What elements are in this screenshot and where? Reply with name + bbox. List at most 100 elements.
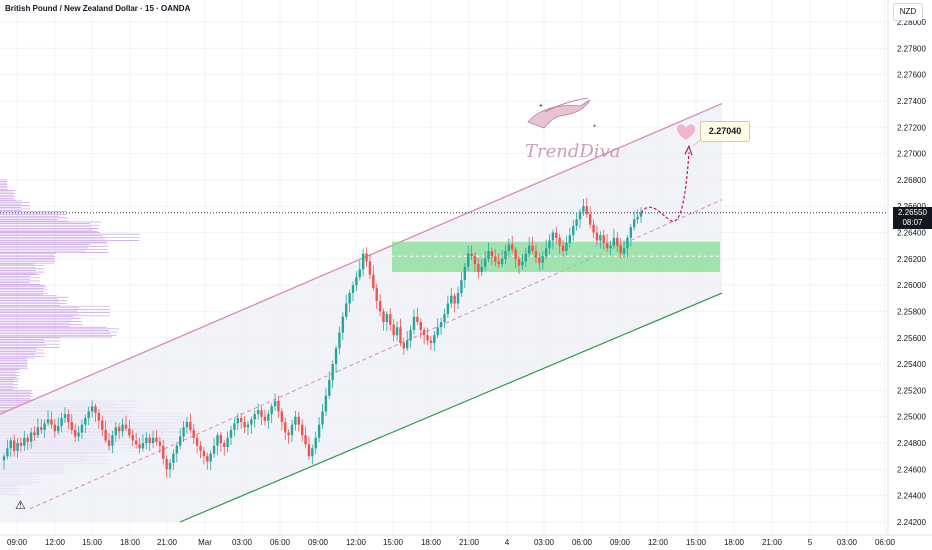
candle-body bbox=[239, 418, 243, 422]
candle-body bbox=[280, 411, 284, 422]
candle-body bbox=[67, 414, 70, 422]
candle-body bbox=[162, 445, 165, 459]
candle-body bbox=[158, 441, 162, 446]
candle-body bbox=[544, 248, 548, 257]
x-tick-label: 12:00 bbox=[45, 538, 66, 547]
candle-body bbox=[382, 311, 385, 322]
candle-body bbox=[253, 414, 256, 420]
candle-body bbox=[19, 443, 23, 446]
channel-fill bbox=[0, 103, 722, 522]
candle-body bbox=[297, 416, 300, 425]
candle-body bbox=[568, 235, 572, 244]
projection-arrowhead bbox=[684, 144, 693, 156]
candle-body bbox=[223, 443, 226, 447]
x-tick-label: 06:00 bbox=[875, 538, 896, 547]
candle-body bbox=[605, 243, 609, 249]
svg-text:✦: ✦ bbox=[592, 123, 597, 130]
currency-button[interactable]: NZD bbox=[893, 3, 923, 21]
candle-body bbox=[592, 224, 595, 233]
y-tick-label: 2.24800 bbox=[897, 439, 926, 448]
candle-body bbox=[561, 245, 565, 251]
demand-zone bbox=[392, 241, 720, 272]
candle-body bbox=[348, 293, 351, 304]
candle-body bbox=[145, 437, 148, 444]
candle-body bbox=[487, 250, 490, 259]
x-tick-label: 03:00 bbox=[232, 538, 253, 547]
x-tick-label: 03:00 bbox=[534, 538, 555, 547]
candle-body bbox=[70, 422, 73, 430]
candle-body bbox=[236, 418, 239, 424]
chart-title: British Pound / New Zealand Dollar · 15 … bbox=[5, 4, 191, 13]
candle-body bbox=[148, 437, 151, 444]
candle-body bbox=[270, 406, 273, 415]
y-tick-label: 2.26400 bbox=[897, 229, 926, 238]
candle-body bbox=[90, 406, 94, 412]
candle-body bbox=[94, 406, 97, 413]
candle-body bbox=[385, 314, 389, 322]
candle-body bbox=[334, 348, 338, 365]
candle-body bbox=[439, 322, 443, 328]
x-tick-label: 12:00 bbox=[648, 538, 669, 547]
x-tick-label: 18:00 bbox=[421, 538, 442, 547]
candle-body bbox=[97, 412, 101, 421]
candle-body bbox=[138, 444, 141, 449]
candle-body bbox=[33, 432, 36, 436]
x-tick-label: 06:00 bbox=[572, 538, 593, 547]
candle-body bbox=[412, 316, 416, 330]
x-axis: 09:00 12:00 15:00 18:00 21:00 Mar 03:00 06:00 09… bbox=[7, 538, 896, 547]
channel-upper-line bbox=[0, 102, 723, 415]
x-tick-label: 18:00 bbox=[120, 538, 141, 547]
candle-body bbox=[277, 400, 280, 412]
candle-body bbox=[178, 436, 182, 446]
candle-body bbox=[527, 245, 531, 254]
candle-body bbox=[260, 410, 263, 417]
candle-body bbox=[500, 258, 504, 265]
warning-icon[interactable]: ⚠ bbox=[15, 498, 26, 512]
candle-body bbox=[480, 266, 483, 272]
last-price: 2.26550 bbox=[898, 208, 927, 217]
candle-body bbox=[368, 261, 372, 275]
candle-body bbox=[541, 256, 544, 263]
candle-body bbox=[599, 235, 602, 241]
trenddiva-logo: ✦ ✦ TrendDiva bbox=[525, 97, 620, 162]
candle-body bbox=[470, 253, 473, 257]
candle-body bbox=[483, 258, 487, 267]
heart-icon bbox=[676, 124, 696, 140]
candle-body bbox=[497, 261, 500, 265]
candle-body bbox=[477, 264, 480, 272]
candle-body bbox=[365, 253, 368, 262]
y-tick-label: 2.25000 bbox=[897, 413, 926, 422]
candle-body bbox=[511, 244, 514, 250]
candle-body bbox=[361, 253, 365, 270]
target-price-callout[interactable]: 2.27040 bbox=[700, 121, 750, 142]
candle-body bbox=[53, 424, 57, 432]
candle-body bbox=[155, 437, 158, 442]
x-tick-label: 5 bbox=[808, 538, 813, 547]
candle-body bbox=[219, 435, 223, 444]
candle-body bbox=[202, 450, 206, 457]
candle-body bbox=[36, 427, 40, 436]
x-tick-label: 15:00 bbox=[383, 538, 404, 547]
candle-body bbox=[409, 329, 412, 341]
x-tick-label: 12:00 bbox=[346, 538, 367, 547]
svg-text:✦: ✦ bbox=[538, 102, 544, 110]
candle-body bbox=[636, 216, 639, 220]
y-tick-label: 2.25200 bbox=[897, 386, 926, 395]
candle-body bbox=[585, 206, 588, 215]
candle-body bbox=[46, 419, 50, 424]
y-tick-label: 2.26800 bbox=[897, 176, 926, 185]
candle-body bbox=[324, 395, 328, 412]
x-tick-label: 09:00 bbox=[7, 538, 28, 547]
candle-body bbox=[358, 269, 361, 278]
candle-body bbox=[446, 303, 450, 315]
candle-body bbox=[426, 335, 429, 341]
candle-body bbox=[514, 249, 517, 259]
candle-body bbox=[134, 440, 138, 445]
candle-body bbox=[185, 422, 189, 428]
candle-body bbox=[433, 335, 436, 344]
y-tick-label: 2.26600 bbox=[897, 202, 926, 211]
candle-body bbox=[595, 232, 599, 241]
y-tick-label: 2.27000 bbox=[897, 150, 926, 159]
candle-body bbox=[50, 419, 53, 425]
